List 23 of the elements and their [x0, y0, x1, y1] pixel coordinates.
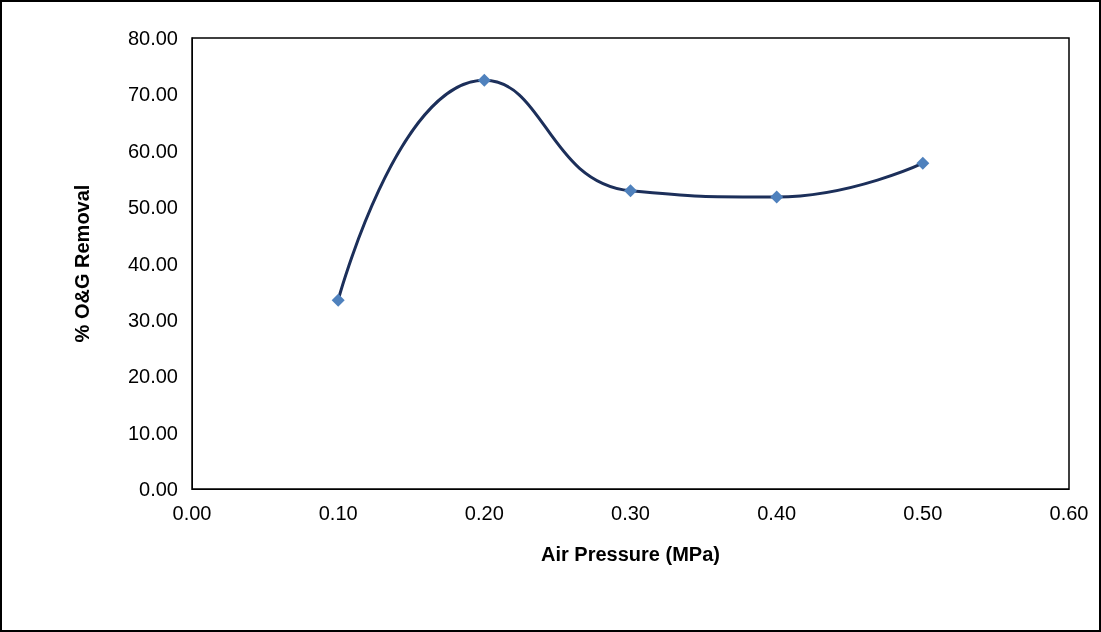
y-tick-label: 0.00	[139, 478, 178, 500]
x-tick-label: 0.20	[464, 502, 504, 524]
point	[916, 156, 930, 170]
x-tick-label: 0.50	[903, 502, 943, 524]
y-tick-label: 40.00	[127, 252, 178, 275]
x-tick-label: 0.60	[1049, 502, 1089, 524]
y-tick-label: 60.00	[127, 139, 178, 162]
point	[477, 73, 491, 87]
y-axis-title: % O&G Removal	[71, 184, 93, 343]
x-axis-title: Air Pressure (MPa)	[541, 543, 720, 565]
y-tick-label: 30.00	[127, 308, 178, 331]
point	[624, 184, 637, 198]
point	[770, 190, 784, 204]
y-tick-label: 20.00	[127, 365, 178, 388]
y-tick-label: 10.00	[127, 421, 178, 444]
point	[331, 293, 345, 307]
x-tick-label: 0.30	[611, 502, 650, 524]
y-tick-label: 70.00	[127, 83, 178, 106]
y-tick-label: 80.00	[127, 27, 178, 49]
x-tick-label: 0.10	[318, 502, 358, 524]
x-tick-label: 0.40	[757, 502, 797, 524]
x-tick-label: 0.00	[172, 502, 212, 524]
y-tick-label: 50.00	[127, 196, 178, 219]
